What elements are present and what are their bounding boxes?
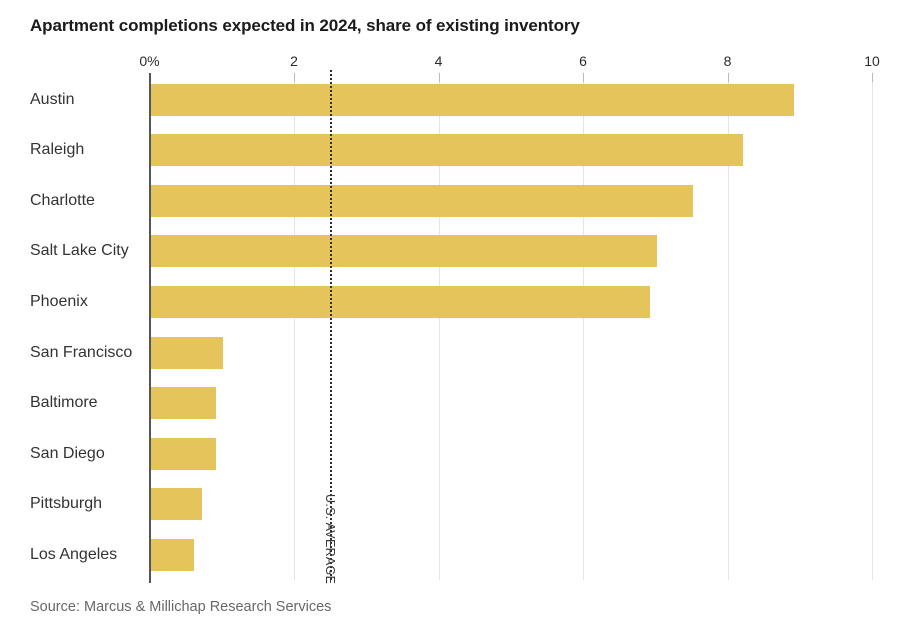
gridline-6: [583, 73, 584, 580]
category-label-raleigh: Raleigh: [30, 141, 85, 159]
x-tick-label-0: 0%: [139, 53, 160, 69]
gridline-8: [727, 73, 729, 580]
x-tick-label-10: 10: [864, 53, 880, 69]
category-label-los-angeles: Los Angeles: [30, 546, 118, 564]
bar-baltimore: [151, 387, 217, 420]
bar-los-angeles: [151, 539, 195, 572]
bar-san-francisco: [151, 336, 224, 369]
category-label-austin: Austin: [30, 90, 75, 108]
category-label-san-francisco: San Francisco: [30, 343, 133, 361]
gridline-10: [872, 73, 873, 580]
bar-salt-lake-city: [151, 235, 657, 268]
gridline-4: [438, 73, 440, 580]
tick-mark-2: [294, 73, 295, 82]
tick-mark-10: [872, 73, 873, 82]
x-tick-label-6: 6: [579, 53, 587, 69]
tick-mark-4: [438, 73, 440, 82]
bar-san-diego: [151, 437, 217, 470]
category-label-san-diego: San Diego: [30, 444, 105, 462]
category-label-pittsburgh: Pittsburgh: [30, 495, 103, 513]
x-tick-label-2: 2: [290, 53, 298, 69]
y-axis-line: [148, 73, 151, 583]
category-label-phoenix: Phoenix: [30, 292, 88, 310]
bar-raleigh: [151, 134, 744, 167]
category-label-baltimore: Baltimore: [30, 394, 98, 412]
bar-austin: [151, 83, 795, 116]
x-tick-label-4: 4: [434, 53, 443, 69]
us-average-label: U.S. AVERAGE: [322, 494, 337, 585]
us-average-line: [330, 70, 333, 580]
gridline-2: [294, 73, 295, 580]
bar-pittsburgh: [151, 488, 202, 521]
tick-mark-6: [583, 73, 584, 82]
bar-phoenix: [151, 285, 650, 318]
x-tick-label-8: 8: [723, 53, 732, 69]
category-label-charlotte: Charlotte: [30, 191, 95, 209]
source-note: Source: Marcus & Millichap Research Serv…: [30, 599, 332, 615]
tick-mark-8: [727, 73, 729, 82]
category-label-salt-lake-city: Salt Lake City: [30, 242, 129, 260]
chart-title: Apartment completions expected in 2024, …: [30, 16, 580, 35]
bar-charlotte: [151, 184, 693, 217]
